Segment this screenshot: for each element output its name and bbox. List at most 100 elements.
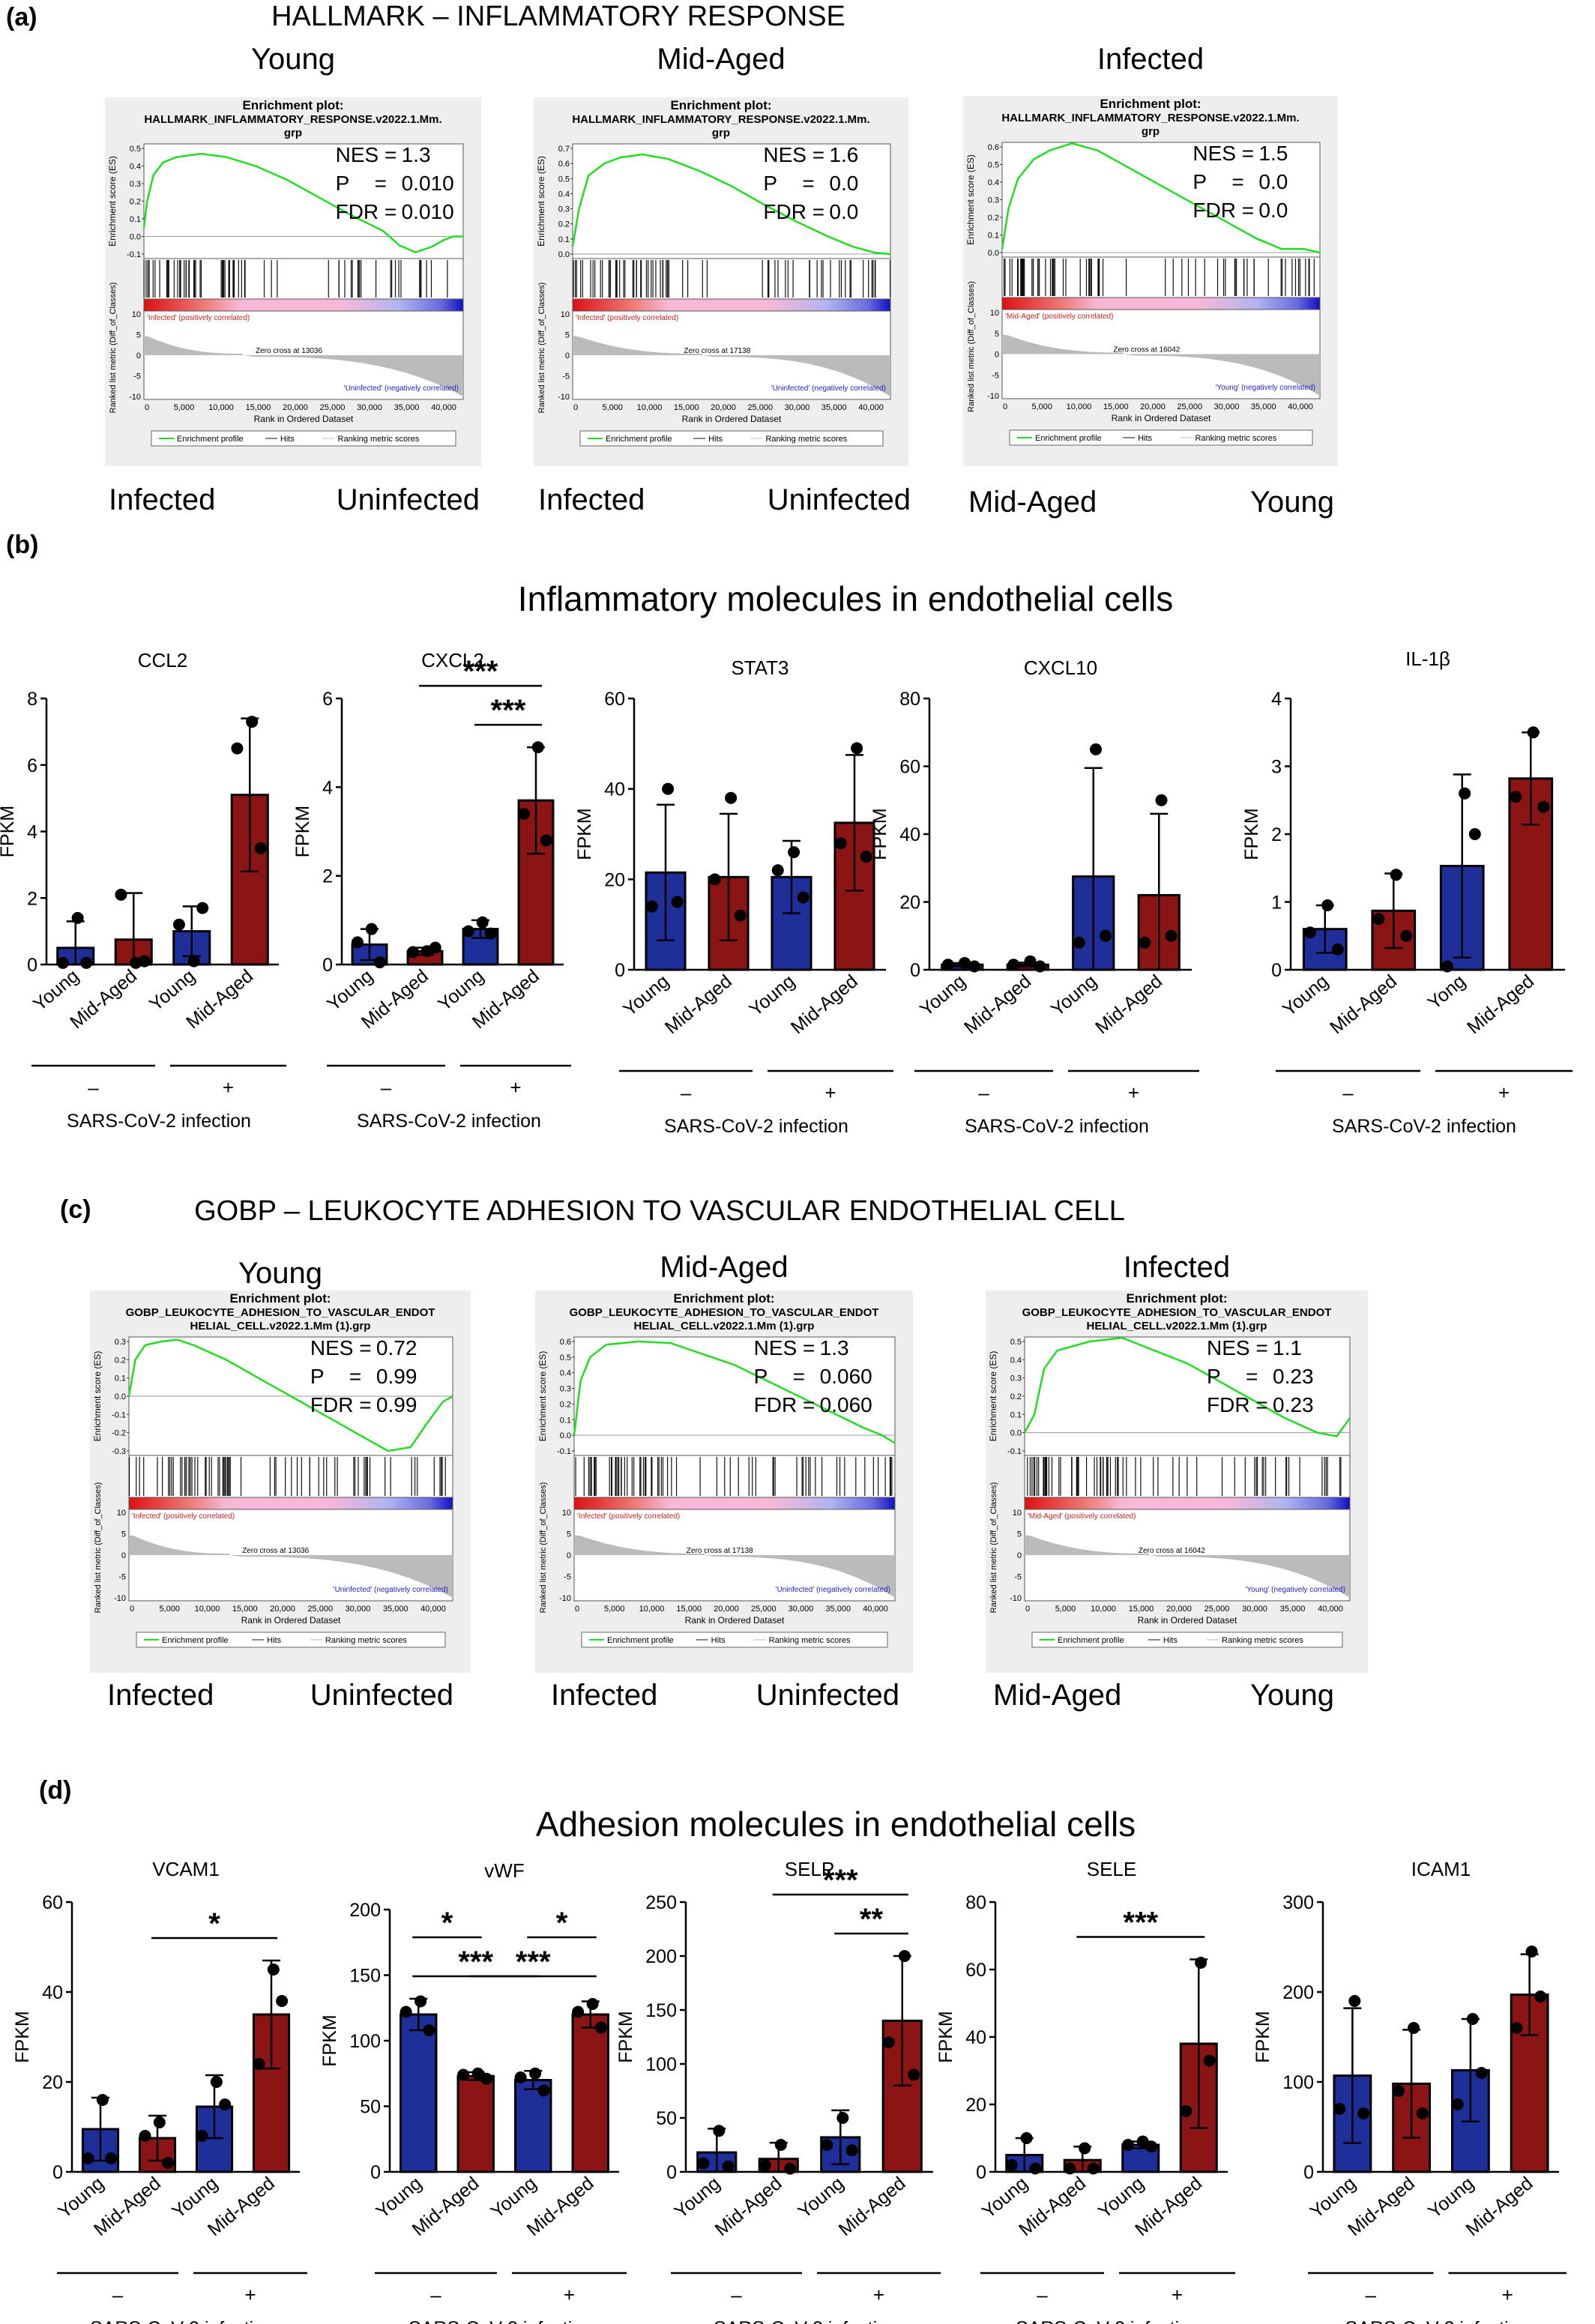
gsea-metric-tick: -10 [1010,1594,1022,1603]
gsea-x-tick: 25,000 [1204,1605,1230,1614]
gsea-x-tick: 0 [1025,1605,1030,1614]
data-point [1321,899,1334,912]
gsea-metric-tick: 0 [136,351,141,360]
gsea-metric-tick: 10 [562,1509,571,1518]
data-point [253,2058,265,2070]
y-axis-label: FPKM [935,2011,956,2062]
bar-chart-title: CCL2 [138,649,187,671]
y-tick-label: 100 [645,2054,677,2075]
gsea-es-area [143,143,464,259]
gsea-gene-set-name: HELIAL_CELL.v2022.1.Mm (1).grp [190,1320,371,1332]
gsea-negative-class-label: 'Uninfected' (negatively correlated) [334,1586,448,1594]
gsea-es-tick: 0.1 [560,1416,571,1425]
gsea-rank-colorbar [572,298,891,312]
gsea-x-tick: 20,000 [1140,402,1166,411]
gsea-zero-cross: Zero cross at 17138 [684,347,750,355]
significance-marker: * [441,1907,453,1940]
gsea-es-tick: 0.2 [130,198,141,207]
gsea-es-tick: 0.0 [130,233,141,242]
gsea-right-class: Uninfected [768,483,911,516]
data-point [1451,2098,1464,2110]
data-point [196,902,209,914]
data-point [1331,943,1344,956]
gsea-es-tick: -0.1 [557,1447,571,1456]
gsea-legend-box [1009,429,1313,446]
gsea-x-tick: 30,000 [346,1605,371,1614]
x-axis-label: SARS-CoV-2 infection [1016,2318,1200,2324]
gsea-metric-tick: 5 [995,330,999,339]
gsea-es-tick: -0.1 [127,250,141,259]
gsea-x-axis-label: Rank in Ordered Dataset [1112,413,1211,423]
gsea-es-tick: 0.3 [988,196,999,205]
gsea-right-class: Young [1250,486,1334,519]
category-label: Mid-Aged [835,2173,910,2240]
y-tick-label: 150 [645,2000,677,2021]
gsea-x-tick: 25,000 [307,1605,333,1614]
gsea-x-tick: 40,000 [858,403,884,412]
group-label-infected: + [1172,2284,1183,2306]
x-axis-label: SARS-CoV-2 infection [90,2318,274,2324]
group-label-uninfected: – [88,1076,99,1099]
data-point [697,2157,710,2170]
gsea-negative-class-label: 'Young' (negatively correlated) [1215,384,1315,392]
gsea-metric-axis-label: Ranked list metric (Diff_of_Classes) [967,281,976,412]
gsea-es-tick: 0.4 [988,178,999,187]
gsea-es-tick: 0.0 [558,250,570,259]
gsea-es-area [573,1336,896,1456]
gsea-x-tick: 5,000 [604,1605,625,1614]
gsea-x-tick: 10,000 [639,1605,665,1614]
data-point [671,896,684,908]
y-tick-label: 40 [965,2027,986,2048]
gsea-fdr-label: FDR = [754,1393,815,1416]
x-axis-label: SARS-CoV-2 infection [965,1116,1149,1137]
gsea-p-label: P [310,1365,325,1388]
gsea-enrichment-profile [571,153,891,256]
gsea-plot-10: Infected Enrichment plot:GOBP_LEUKOCYTE_A… [986,1251,1368,1712]
gsea-p-label: P [1207,1365,1221,1388]
gsea-positive-class-label: 'Mid-Aged' (positively correlated) [1028,1512,1136,1521]
gsea-nes-value: 1.1 [1273,1336,1302,1359]
data-point [423,2024,435,2036]
data-point [734,909,747,922]
gsea-es-tick: 0.2 [560,1400,571,1409]
gsea-nes-value: 1.3 [402,143,431,166]
data-point [834,837,847,850]
gsea-p-eq: = [1246,1365,1258,1388]
data-point [531,741,544,754]
gsea-es-tick: 0.2 [115,1356,126,1365]
gsea-es-tick: 0.5 [558,175,570,184]
data-point [219,2098,232,2110]
gsea-left-class: Infected [107,1679,214,1712]
gsea-fdr-label: FDR = [310,1393,372,1416]
data-point [276,1995,289,2007]
bar-chart-title: SELP [785,1858,835,1880]
y-tick-label: 50 [360,2097,381,2118]
data-point [1180,2105,1193,2117]
gsea-metric-tick: 5 [567,1530,571,1539]
category-label: Mid-Aged [1344,2173,1419,2240]
gsea-legend-hits: Hits [1138,434,1152,443]
data-point [586,1998,599,2010]
data-point [476,916,489,929]
gsea-condition-title: Infected [1097,43,1204,76]
data-point [1005,2159,1018,2171]
data-point [1527,726,1540,739]
gsea-x-tick: 35,000 [825,1605,851,1614]
gsea-nes-value: 1.3 [820,1336,849,1359]
gsea-es-tick: 0.2 [558,220,570,229]
gsea-hits-area [128,1455,453,1498]
significance-marker: *** [491,694,526,727]
gsea-es-tick: 0.4 [130,163,141,172]
gsea-right-class: Uninfected [310,1679,453,1712]
gsea-right-class: Uninfected [337,483,480,516]
data-point [139,2130,151,2142]
category-label: Young [1424,2173,1478,2222]
gsea-x-tick: 5,000 [1031,402,1052,411]
gsea-metric-tick: -10 [129,393,141,402]
gsea-metric-tick: -5 [118,1573,126,1582]
panel-d-title: Adhesion molecules in endothelial cells [536,1805,1136,1844]
gsea-gene-set-name: GOBP_LEUKOCYTE_ADHESION_TO_VASCULAR_ENDO… [126,1306,435,1319]
